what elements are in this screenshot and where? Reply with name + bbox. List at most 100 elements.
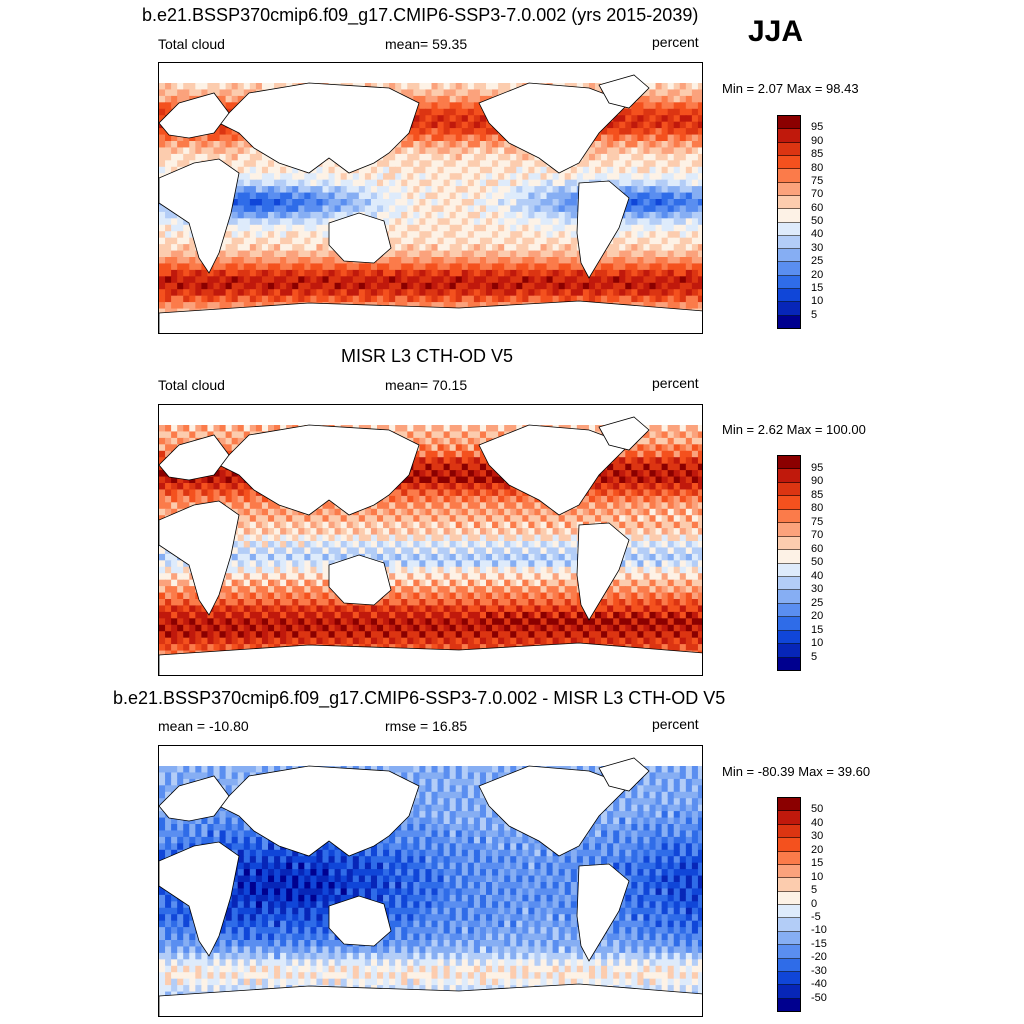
map-cell [655,444,663,452]
map-cell [231,470,239,478]
map-cell [637,495,645,503]
map-cell [649,141,657,149]
map-cell [679,211,687,219]
map-cell [588,153,596,161]
map-cell [486,166,493,174]
map-cell [691,444,699,452]
map-cell [625,147,632,155]
map-cell [552,528,560,536]
map-cell [395,250,402,258]
map-cell [274,179,281,187]
map-cell [613,483,620,491]
map-cell [243,224,251,232]
map-cell [268,83,275,91]
map-cell [467,302,475,310]
map-cell [165,83,172,91]
map-cell [419,89,427,97]
map-cell [425,431,433,439]
map-cell [655,457,663,465]
map-cell [625,483,632,491]
map-cell [467,186,475,194]
map-cell [159,141,166,149]
map-cell [625,179,632,187]
map-cell [649,295,657,303]
map-cell [189,495,196,503]
map-cell [443,237,451,245]
map-cell [625,141,632,149]
map-cell [679,83,687,91]
map-cell [613,166,620,174]
map-cell [304,211,311,219]
map-cell [673,450,681,458]
map-cell [304,173,311,181]
map-cell [667,269,675,277]
map-cell [195,282,202,290]
map-cell [189,431,196,439]
map-cell [486,282,493,290]
map-cell [655,295,663,303]
map-cell [643,237,651,245]
map-cell [667,483,675,491]
map-cell [461,515,469,523]
map-cell [673,83,681,91]
map-cell [328,534,336,542]
map-cell [443,121,451,129]
map-cell [455,237,463,245]
map-cell [552,237,560,245]
map-cell [479,295,487,303]
map-cell [473,508,481,516]
map-cell [455,166,463,174]
map-cell [588,83,596,91]
map-cell [528,237,536,245]
map-cell [274,211,281,219]
map-cell [159,263,166,271]
map-cell [461,160,469,168]
map-cell [576,282,584,290]
map-cell [461,83,469,91]
map-cell [425,83,433,91]
map-cell [570,276,578,284]
map-cell [697,224,702,232]
map-cell [449,186,457,194]
map-cell [667,153,675,161]
map-cell [407,250,414,258]
map-cell [679,186,687,194]
map-cell [479,508,487,516]
map-cell [183,489,190,497]
colorbar-tick-label: 20 [811,268,824,281]
map-cell [177,95,184,103]
map-cell [461,218,469,226]
map-cell [383,508,390,516]
map-cell [255,425,263,433]
map-cell [643,476,651,484]
map-cell [389,425,396,433]
map-cell [601,134,608,142]
map-cell [607,495,614,503]
map-cell [443,231,451,239]
map-cell [401,515,408,523]
map-cell [637,147,645,155]
map-cell [425,121,433,129]
map-cell [304,199,311,207]
colorbar-tick-label: 25 [811,255,824,268]
map-cell [395,282,402,290]
map-cell [407,186,414,194]
map-cell [243,205,251,213]
map-cell [516,244,523,252]
map-cell [685,237,693,245]
map-cell [316,211,324,219]
map-cell [492,521,499,529]
map-cell [564,211,572,219]
map-cell [274,192,281,200]
panel1-min-max: Min = 2.07 Max = 98.43 [722,81,859,96]
map-cell [564,205,572,213]
map-cell [219,282,227,290]
map-cell [510,269,517,277]
map-cell [479,282,487,290]
map-cell [401,192,408,200]
map-cell [189,276,196,284]
map-cell [467,528,475,536]
map-cell [467,534,475,542]
map-cell [588,502,596,510]
map-cell [213,257,221,265]
